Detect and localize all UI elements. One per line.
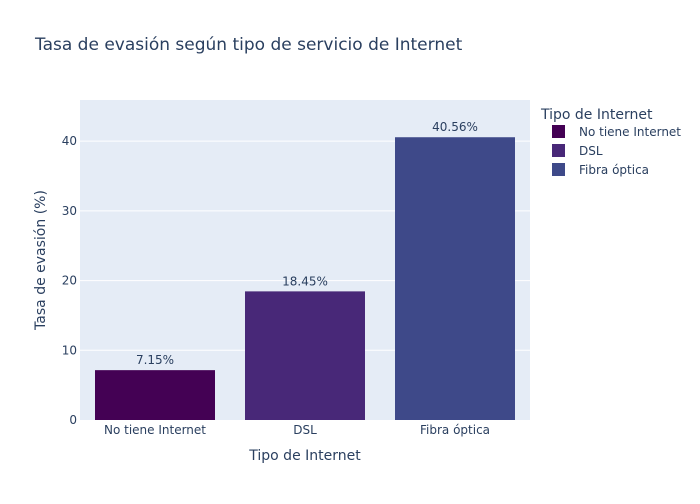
legend-label: Fibra óptica	[579, 163, 649, 177]
chart-title: Tasa de evasión según tipo de servicio d…	[34, 35, 463, 55]
bar-labels-group: 7.15% 18.45% 40.56%	[136, 120, 478, 367]
legend-label: DSL	[579, 144, 603, 158]
y-tick-label: 30	[62, 204, 77, 218]
legend-swatch	[552, 144, 565, 157]
legend-swatch	[552, 163, 565, 176]
x-tick-label: No tiene Internet	[104, 423, 206, 437]
legend-item[interactable]: No tiene Internet	[552, 125, 681, 139]
bar-value-label: 40.56%	[432, 120, 478, 134]
legend-item[interactable]: Fibra óptica	[552, 163, 649, 177]
x-tick-labels: No tiene Internet DSL Fibra óptica	[104, 423, 490, 437]
legend: Tipo de Internet No tiene Internet DSL Fib…	[540, 107, 681, 177]
bar-1[interactable]	[95, 370, 215, 420]
legend-item[interactable]: DSL	[552, 144, 603, 158]
y-tick-labels: 0 10 20 30 40	[62, 134, 77, 427]
legend-label: No tiene Internet	[579, 125, 681, 139]
bars-group	[95, 137, 515, 420]
legend-title: Tipo de Internet	[540, 107, 653, 123]
bar-value-label: 7.15%	[136, 353, 174, 367]
x-tick-label: Fibra óptica	[420, 423, 490, 437]
legend-items: No tiene Internet DSL Fibra óptica	[552, 125, 681, 177]
y-tick-label: 40	[62, 134, 77, 148]
bar-value-label: 18.45%	[282, 274, 328, 288]
bar-3[interactable]	[395, 137, 515, 420]
bar-2[interactable]	[245, 291, 365, 420]
y-tick-label: 10	[62, 343, 77, 357]
legend-swatch	[552, 125, 565, 138]
y-axis-title: Tasa de evasión (%)	[33, 190, 49, 331]
y-tick-label: 20	[62, 274, 77, 288]
y-tick-label: 0	[69, 413, 77, 427]
x-tick-label: DSL	[293, 423, 317, 437]
x-axis-title: Tipo de Internet	[248, 448, 361, 464]
